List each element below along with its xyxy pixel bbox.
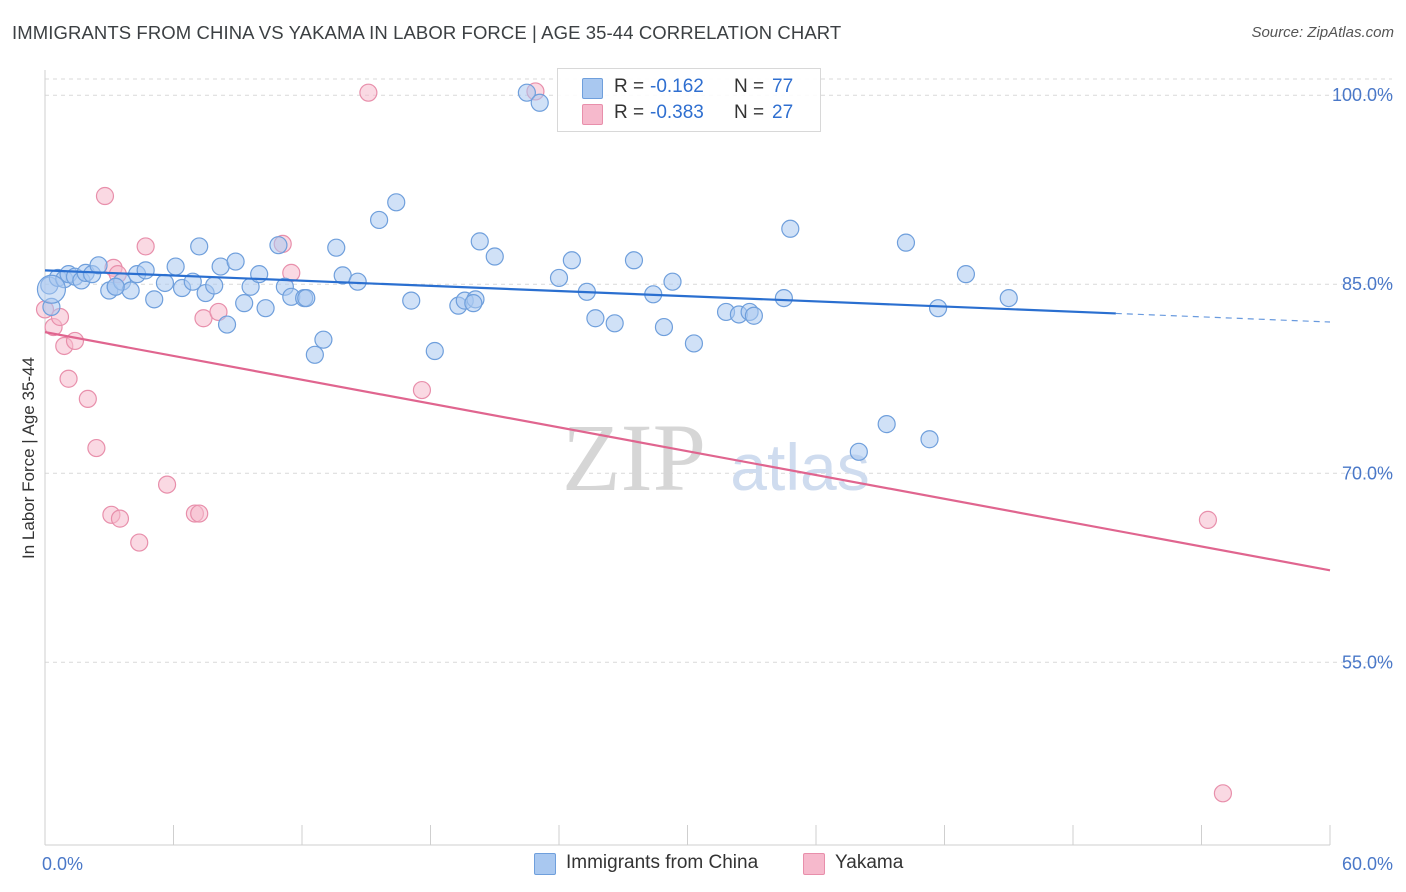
- yakama-point: [209, 302, 228, 322]
- legend-n-value: 77: [772, 76, 794, 97]
- yakama-point: [190, 504, 209, 523]
- yakama-trend-line: [44, 331, 1331, 572]
- series-legend-yakama[interactable]: Yakama: [803, 852, 923, 876]
- china-point: [89, 256, 108, 275]
- yakama-point: [110, 509, 130, 528]
- legend-r-value: -0.162: [650, 76, 704, 97]
- china-point: [121, 281, 140, 300]
- china-point: [235, 294, 254, 313]
- china-point: [586, 309, 605, 328]
- china-point: [849, 442, 868, 461]
- china-point: [305, 345, 324, 364]
- china-point: [999, 288, 1018, 308]
- watermark-zip: ZIP: [562, 404, 706, 511]
- china-point: [562, 251, 581, 270]
- legend-n-label: N =: [734, 76, 765, 97]
- china-point: [517, 83, 536, 102]
- legend-r-label: R =: [614, 102, 645, 123]
- china-point: [485, 247, 504, 266]
- yakama-point: [359, 83, 378, 102]
- china-point: [877, 415, 896, 434]
- series-label-yakama: Yakama: [835, 852, 904, 873]
- series-label-china: Immigrants from China: [566, 852, 759, 873]
- china-point: [217, 315, 237, 334]
- china-point: [549, 268, 569, 288]
- china-point: [896, 233, 916, 252]
- legend-swatch-china: [582, 78, 603, 99]
- china-point: [530, 93, 549, 112]
- y-axis-label: In Labor Force | Age 35-44: [19, 357, 38, 559]
- china-point: [327, 238, 346, 257]
- y-tick-label: 55.0%: [1342, 652, 1393, 672]
- yakama-point: [87, 438, 106, 458]
- china-point: [155, 273, 175, 293]
- yakama-point: [136, 237, 155, 256]
- tick-labels: 55.0% 70.0% 85.0% 100.0% 0.0% 60.0%: [42, 85, 1393, 874]
- china-point: [205, 276, 224, 295]
- yakama-point: [65, 331, 85, 351]
- china-point: [226, 252, 245, 271]
- legend-r-value: -0.383: [650, 102, 704, 123]
- source-credit: Source: ZipAtlas.com: [1251, 24, 1394, 41]
- china-point: [928, 299, 948, 318]
- yakama-point: [78, 389, 97, 409]
- china-point: [190, 237, 209, 256]
- china-point: [470, 232, 489, 251]
- legend-n-value: 27: [772, 102, 794, 123]
- axes-layer: [44, 70, 1331, 846]
- x-tick-label: 0.0%: [42, 854, 83, 874]
- chart-title: IMMIGRANTS FROM CHINA VS YAKAMA IN LABOR…: [12, 22, 842, 43]
- yakama-point: [1213, 784, 1233, 803]
- trend-lines: [44, 269, 1331, 572]
- yakama-point: [412, 380, 432, 400]
- china-point: [145, 290, 164, 309]
- china-point: [956, 265, 976, 284]
- china-point: [136, 261, 155, 280]
- legend-n-label: N =: [734, 102, 765, 123]
- legend-swatch-yakama: [582, 104, 603, 125]
- series-swatch-yakama: [803, 853, 825, 875]
- china-point: [684, 334, 704, 353]
- china-point: [402, 291, 421, 310]
- china-point: [106, 277, 125, 296]
- series-swatch-china: [534, 853, 556, 875]
- china-trend-extension: [1115, 312, 1331, 323]
- points-layer: [35, 82, 1233, 803]
- china-point: [425, 341, 444, 361]
- china-point: [464, 294, 483, 313]
- china-point: [269, 236, 288, 255]
- china-point: [370, 210, 389, 230]
- china-point: [314, 330, 333, 349]
- china-point: [920, 430, 939, 449]
- china-point: [256, 299, 275, 318]
- y-tick-label: 85.0%: [1342, 274, 1393, 294]
- correlation-legend: R = -0.162 N = 77 R = -0.383 N = 27: [557, 68, 821, 132]
- china-point: [166, 257, 185, 276]
- china-point: [654, 317, 674, 337]
- x-tick-label: 60.0%: [1342, 854, 1393, 874]
- watermark: ZIP atlas: [562, 404, 870, 511]
- china-point: [663, 272, 682, 291]
- china-point: [605, 314, 624, 333]
- china-point: [774, 288, 793, 308]
- series-legend-china[interactable]: Immigrants from China: [534, 852, 794, 876]
- yakama-point: [130, 533, 149, 552]
- y-tick-label: 70.0%: [1342, 463, 1393, 483]
- yakama-point: [95, 186, 115, 206]
- watermark-atlas: atlas: [730, 430, 869, 504]
- china-point: [624, 251, 644, 270]
- china-point: [387, 193, 406, 212]
- yakama-point: [1198, 510, 1218, 529]
- china-trend-line: [44, 269, 1116, 315]
- china-point: [36, 274, 67, 304]
- china-point: [744, 306, 763, 325]
- yakama-point: [59, 369, 78, 388]
- china-point: [297, 288, 316, 308]
- china-point: [781, 219, 800, 238]
- legend-r-label: R =: [614, 76, 645, 97]
- yakama-point: [157, 475, 177, 494]
- y-tick-label: 100.0%: [1332, 85, 1393, 105]
